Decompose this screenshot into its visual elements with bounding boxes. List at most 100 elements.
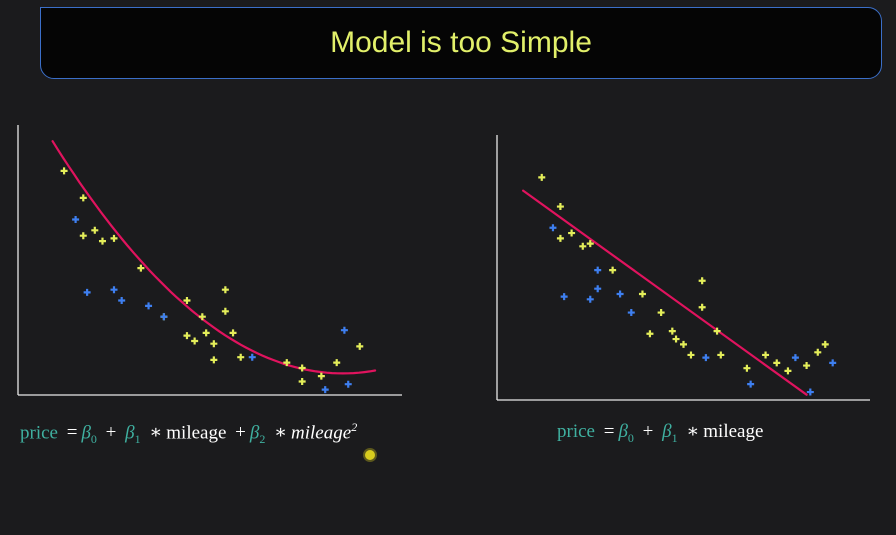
chart-2-point [698, 303, 706, 311]
chart-2-point [586, 295, 594, 303]
formula-beta1-sub: 1 [671, 430, 678, 445]
formula-price: price [20, 422, 58, 444]
chart-2-point [773, 359, 781, 367]
chart-2-point [657, 309, 665, 317]
formula-beta0: β [618, 421, 628, 442]
chart-2-point [586, 240, 594, 248]
chart-2-point [806, 388, 814, 396]
formula-mileage: mileage [166, 422, 227, 444]
chart-1-point [79, 232, 87, 240]
formula-beta0-sub: 0 [627, 430, 634, 445]
chart-2-point [549, 224, 557, 232]
formula-price: price [557, 421, 595, 442]
formula-beta1-sub: 1 [134, 432, 141, 447]
chart-2-point [609, 266, 617, 274]
formula-mileage-squared: mileage [291, 422, 352, 444]
formula-beta1: β [662, 421, 672, 442]
chart-2-point [687, 351, 695, 359]
chart-1-point [110, 234, 118, 242]
chart-2-point [702, 354, 710, 362]
chart-2-point [627, 309, 635, 317]
chart-2-point [638, 290, 646, 298]
chart-1-point [202, 329, 210, 337]
chart-2-point [713, 327, 721, 335]
formula-equals: = [603, 421, 615, 442]
chart-2-point [814, 348, 822, 356]
chart-1-point [221, 286, 229, 294]
chart-1-point [210, 356, 218, 364]
formula-beta0-sub: 0 [90, 432, 97, 447]
chart-2-point [791, 354, 799, 362]
title-banner: Model is too Simple [40, 7, 882, 79]
chart-2-point [616, 290, 624, 298]
chart-1-point [183, 332, 191, 340]
formula-beta0: β [81, 422, 91, 444]
chart-2-point [556, 203, 564, 211]
formula-beta1: β [125, 422, 135, 444]
chart-1-point [72, 216, 80, 223]
chart-1-point [283, 359, 291, 367]
formula-plus: + [642, 421, 654, 442]
chart-1-fit-curve [51, 140, 377, 375]
chart-2-point [803, 362, 811, 370]
chart-2-point [594, 266, 602, 274]
chart-1-point [79, 194, 87, 202]
chart-1-point [210, 340, 218, 348]
chart-1-point [60, 167, 68, 175]
chart-2-point [680, 340, 687, 348]
chart-2-point [821, 340, 829, 348]
chart-1-point [229, 329, 237, 337]
chart-1-point [98, 237, 106, 245]
chart-1-point [198, 313, 206, 321]
chart-1-point [321, 386, 329, 394]
chart-1-point [160, 313, 168, 321]
chart-2-point [743, 364, 751, 372]
linear-formula: price = β0 + β1 ∗ mileage [557, 420, 763, 446]
chart-1-point [248, 353, 256, 361]
chart-2-point [717, 351, 725, 359]
chart-2-point [568, 229, 576, 237]
chart-1-point [145, 302, 153, 310]
chart-1-point [110, 286, 118, 294]
pointer-dot [365, 450, 375, 460]
chart-2-fit-line [522, 189, 808, 396]
formula-beta2-sub: 2 [259, 432, 266, 447]
chart-2-point [646, 330, 654, 338]
chart-1-point [83, 288, 91, 296]
chart-2-point [747, 380, 755, 388]
chart-2-point [556, 234, 564, 242]
chart-1-point [183, 297, 191, 304]
quadratic-formula: price = β0 + β1 ∗ mileage + β2 ∗ mileage2 [20, 420, 357, 447]
chart-2-point [668, 327, 676, 335]
formula-plus: + [105, 422, 117, 444]
formula-equals: = [66, 422, 78, 444]
chart-2-point [560, 293, 568, 301]
slide-title: Model is too Simple [330, 26, 592, 59]
chart-2-point [762, 351, 770, 359]
chart-2-point [579, 242, 587, 250]
chart-1-point [356, 342, 364, 350]
formula-beta2: β [249, 422, 260, 444]
chart-1-point [317, 372, 325, 380]
chart-2-point [698, 277, 706, 285]
chart-1-point [137, 264, 145, 272]
chart-1-point [118, 297, 126, 304]
chart-1-point [333, 359, 341, 367]
chart-1-point [344, 380, 352, 388]
chart-1-point [221, 307, 229, 315]
chart-2-point [594, 285, 602, 293]
formula-mileage: mileage [703, 421, 764, 442]
formula-times-2: ∗ [274, 422, 288, 444]
chart-2-point [829, 359, 837, 367]
formula-times: ∗ [149, 422, 163, 444]
formula-times: ∗ [686, 421, 700, 442]
chart-1-point [191, 337, 199, 345]
formula-squared-exponent: 2 [351, 420, 358, 434]
chart-2-point [672, 335, 680, 343]
chart-1-point [91, 226, 99, 234]
chart-1-point [298, 378, 306, 385]
formula-plus-2: + [235, 422, 246, 444]
chart-1-point [340, 326, 348, 334]
